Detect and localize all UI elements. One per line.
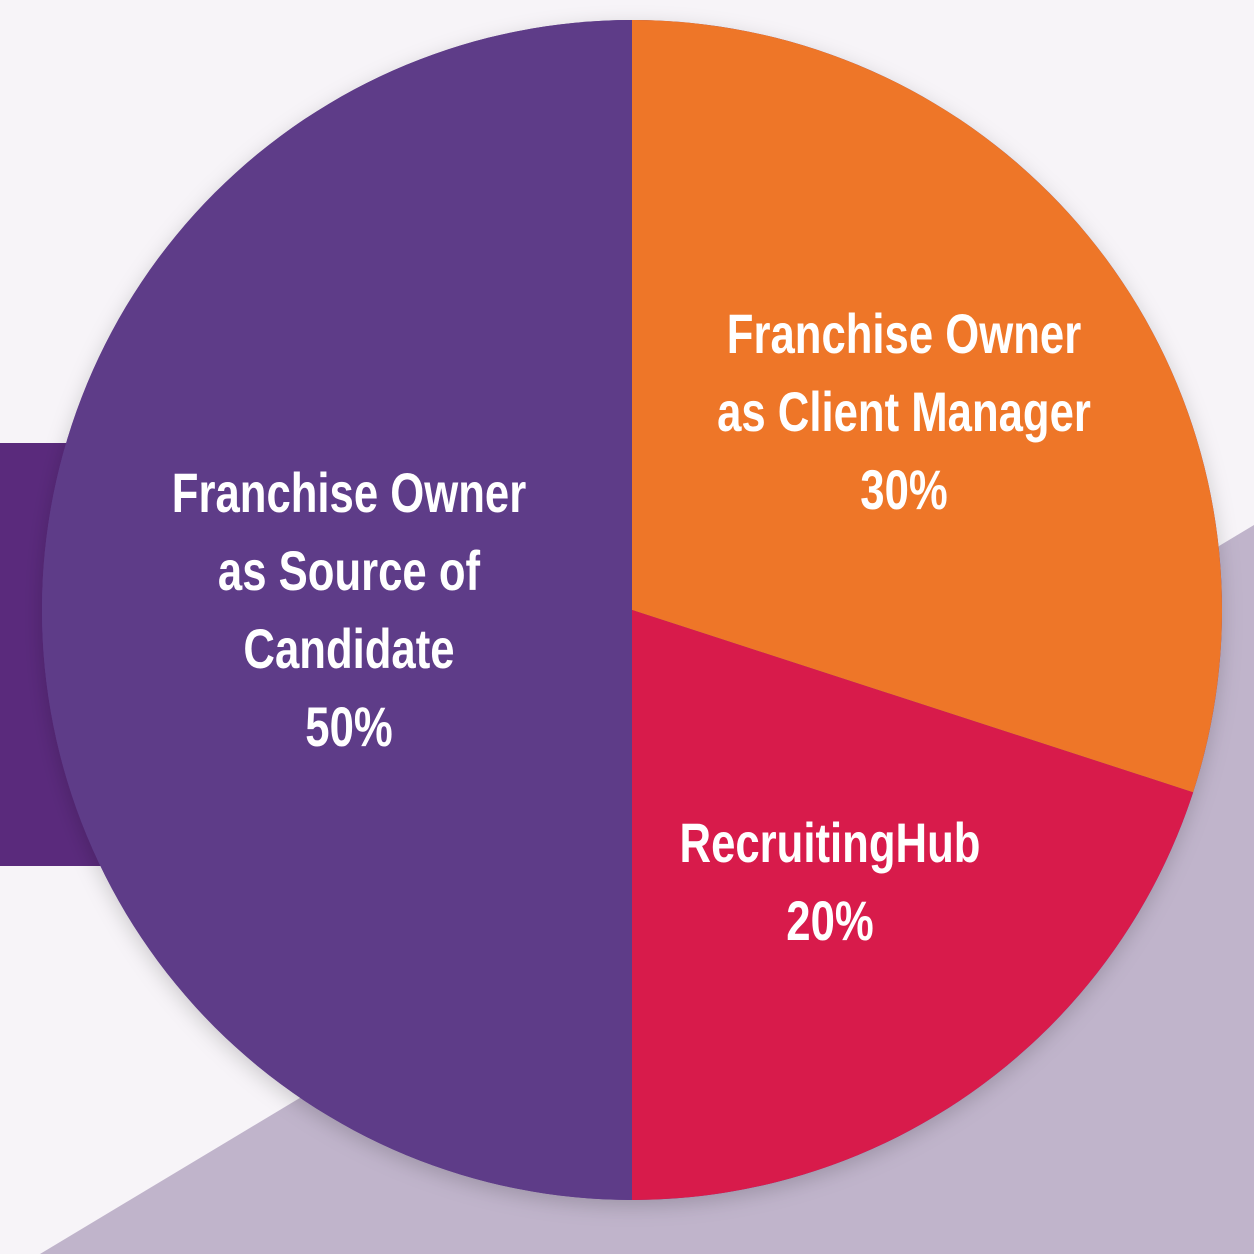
pie: [42, 20, 1222, 1200]
value-label: 50%: [305, 695, 393, 758]
value-label: 30%: [860, 458, 948, 522]
category-label: RecruitingHub: [679, 811, 981, 875]
pie-slice: [632, 610, 1194, 1200]
category-label: Franchise Owner as Client Manager: [717, 302, 1091, 444]
category-label: Franchise Owner as Source of Candidate: [171, 461, 527, 680]
pie-slice: [632, 20, 1222, 793]
slice-label: RecruitingHub 20%: [642, 804, 1016, 960]
slice-label: Franchise Owner as Source of Candidate 50…: [162, 454, 536, 766]
value-label: 20%: [785, 889, 874, 953]
slice-label: Franchise Owner as Client Manager 30%: [717, 295, 1091, 529]
pie-slice: [42, 20, 632, 1200]
